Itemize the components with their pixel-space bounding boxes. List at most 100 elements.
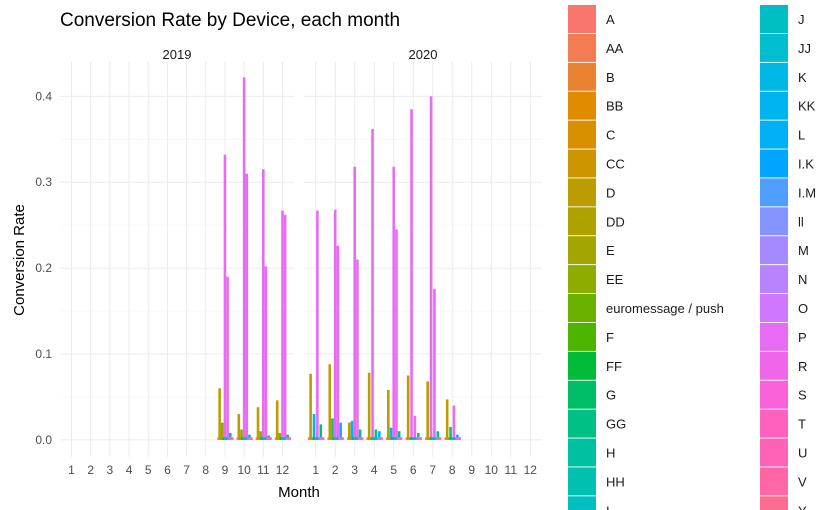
bar-2020-m3-P	[353, 166, 357, 440]
legend-item: S	[760, 380, 807, 409]
legend-label: euromessage / push	[606, 301, 724, 316]
legend-label: KK	[798, 99, 816, 114]
bar-2019-m9-P	[226, 276, 229, 440]
legend-item: ll	[760, 207, 804, 236]
bar-2020-m5-D	[387, 390, 390, 440]
legend-label: J	[798, 12, 805, 27]
bar-2020-m3-D	[348, 422, 351, 440]
x-tick-label: 3	[351, 463, 358, 477]
legend-item: H	[568, 438, 615, 467]
bar-2020-m7-D	[426, 381, 429, 440]
bar-small-2020-m2	[342, 437, 344, 440]
legend-item: DD	[568, 207, 625, 236]
legend-item: T	[760, 409, 806, 438]
legend-swatch	[760, 120, 788, 149]
legend-swatch	[760, 62, 788, 91]
x-tick-label: 10	[237, 463, 251, 477]
bar-2020-m6-P	[410, 109, 413, 440]
legend-item: GG	[568, 409, 626, 438]
legend-swatch	[568, 149, 596, 178]
legend-swatch	[568, 265, 596, 294]
legend-label: A	[606, 12, 615, 27]
legend-swatch	[760, 33, 788, 62]
legend-swatch	[760, 496, 788, 510]
bar-2020-m2-KK	[339, 422, 342, 440]
legend-label: C	[606, 128, 615, 143]
legend-label: G	[606, 388, 616, 403]
legend-swatch	[760, 351, 788, 380]
bar-2019-m9-D	[218, 388, 221, 440]
legend-swatch	[568, 178, 596, 207]
legend-item: K	[760, 62, 807, 91]
facet-label: 2020	[409, 47, 438, 62]
bar-2020-m7-P	[433, 288, 436, 440]
bar-2020-m6-P	[413, 415, 417, 440]
x-tick-label: 8	[449, 463, 456, 477]
x-tick-label: 9	[468, 463, 475, 477]
bar-2019-m12-P	[281, 210, 284, 440]
legend-swatch	[760, 178, 788, 207]
y-tick-label: 0.1	[35, 347, 52, 361]
legend-item: L	[760, 120, 805, 149]
bar-2020-m5-KK	[389, 427, 393, 440]
bar-2020-m2-D	[328, 364, 332, 440]
legend-swatch	[568, 236, 596, 265]
x-tick-label: 12	[524, 463, 538, 477]
legend-swatch	[760, 380, 788, 409]
x-tick-label: 2	[87, 463, 94, 477]
legend-item: U	[760, 438, 807, 467]
x-tick-label: 12	[276, 463, 290, 477]
legend-label: B	[606, 70, 615, 85]
bar-2020-m7-P	[429, 96, 433, 440]
legend-label: JJ	[798, 41, 811, 56]
legend-item: D	[568, 178, 615, 207]
legend-label: Y	[798, 503, 807, 510]
bar-small-2020-m7	[439, 437, 442, 440]
legend-label: F	[606, 330, 614, 345]
legend-item: C	[568, 120, 615, 149]
bar-2019-m11-P	[264, 266, 268, 440]
legend-item: F	[568, 322, 614, 351]
x-tick-label: 10	[485, 463, 499, 477]
legend-label: U	[798, 446, 807, 461]
legend-swatch	[760, 322, 788, 351]
legend-item: P	[760, 322, 807, 351]
x-tick-label: 11	[505, 463, 518, 477]
legend-item: G	[568, 380, 616, 409]
bar-small-2019-m9	[231, 437, 234, 440]
bar-2020-m4-GG	[374, 429, 378, 440]
legend-label: S	[798, 388, 807, 403]
bar-small-2020-m8	[459, 437, 461, 440]
x-tick-label: 6	[410, 463, 417, 477]
legend-item: E	[568, 236, 615, 265]
bar-small-2019-m11	[270, 437, 272, 440]
legend-swatch	[568, 91, 596, 120]
x-tick-label: 8	[202, 463, 209, 477]
legend-label: V	[798, 474, 807, 489]
legend-label: P	[798, 330, 807, 345]
legend-swatch	[568, 120, 596, 149]
x-tick-label: 1	[68, 463, 75, 477]
legend-item: Y	[760, 496, 807, 510]
legend-item: KK	[760, 91, 816, 120]
bar-2020-m6-GG	[417, 432, 420, 440]
legend-label: K	[798, 70, 807, 85]
legend-item: B	[568, 62, 615, 91]
bar-2019-m11-D	[256, 407, 260, 440]
legend-label: T	[798, 417, 806, 432]
bar-2020-m8-GG	[449, 426, 452, 440]
legend-item: I.K	[760, 149, 814, 178]
legend-label: GG	[606, 417, 626, 432]
legend-label: L	[798, 128, 805, 143]
legend-item: N	[760, 265, 807, 294]
legend-item: O	[760, 294, 808, 322]
legend-label: I.K	[798, 157, 814, 172]
legend-label: R	[798, 359, 807, 374]
x-axis-label: Month	[278, 484, 320, 501]
bar-2019-m12-P	[283, 214, 287, 440]
bar-2020-m3-P	[356, 259, 359, 440]
bar-small-2019-m12	[289, 437, 292, 440]
legend-label: D	[606, 185, 615, 200]
